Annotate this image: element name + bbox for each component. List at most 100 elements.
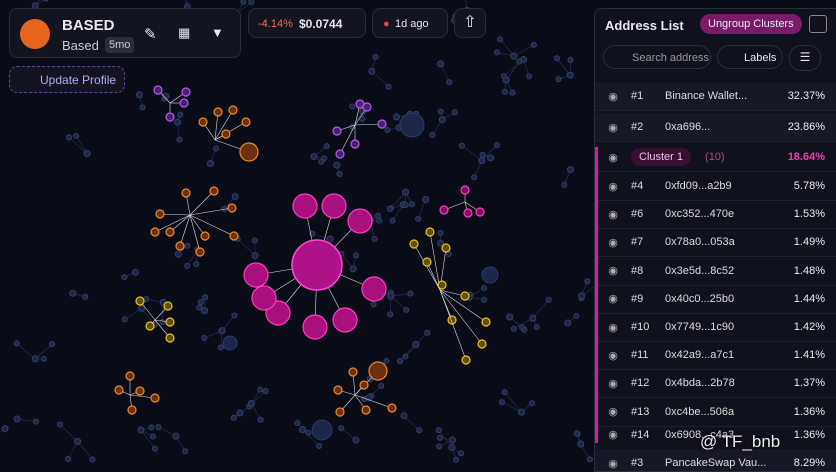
share-button[interactable]: ⇧ (454, 8, 486, 38)
settings-button[interactable]: ☰ (789, 45, 821, 71)
node (417, 428, 422, 433)
node (574, 431, 579, 436)
node (438, 230, 443, 235)
node (503, 77, 509, 83)
node (481, 297, 486, 302)
expand-button[interactable] (809, 15, 827, 33)
labels-button[interactable]: Labels (717, 45, 783, 69)
node (138, 427, 144, 433)
node (199, 118, 207, 126)
node (579, 293, 585, 299)
node (43, 0, 48, 1)
node (384, 359, 389, 364)
node (373, 54, 378, 59)
node (403, 203, 408, 208)
node (252, 253, 258, 259)
node (401, 413, 407, 419)
cluster-row[interactable]: ◉Cluster 1(10)18.64% (595, 143, 836, 172)
visibility-icon: ◉ (595, 349, 631, 362)
node (574, 313, 579, 318)
node (75, 438, 81, 444)
rank: #13 (631, 406, 665, 418)
node (122, 317, 127, 322)
edge (427, 262, 440, 290)
node (180, 99, 188, 107)
address: 0x4bda...2b78 (665, 377, 767, 389)
visibility-icon: ◉ (595, 180, 631, 193)
edge (78, 441, 93, 459)
node (363, 103, 371, 111)
node (464, 209, 472, 217)
node (136, 387, 144, 395)
node (115, 386, 123, 394)
node (166, 318, 174, 326)
node (83, 294, 88, 299)
node (437, 444, 442, 449)
node (565, 320, 571, 326)
ungroup-button[interactable]: Ungroup Clusters (700, 14, 802, 34)
node (476, 208, 484, 216)
node (306, 430, 311, 435)
node (201, 232, 209, 240)
node (449, 445, 455, 451)
calendar-button[interactable]: ▦ (178, 25, 190, 41)
node (241, 0, 246, 4)
percent: 23.86% (767, 121, 836, 133)
node (177, 137, 182, 142)
rank: #14 (631, 429, 665, 441)
time-box[interactable]: ● 1d ago (372, 8, 448, 38)
filter-button[interactable]: ▼ (211, 25, 224, 40)
node (519, 409, 525, 415)
node (530, 315, 536, 321)
node (442, 244, 450, 252)
node (585, 279, 590, 284)
node (122, 275, 127, 280)
node (423, 196, 429, 202)
node (452, 110, 457, 115)
node (556, 77, 561, 82)
node (166, 113, 174, 121)
node (324, 144, 329, 149)
token-age: 5mo (105, 37, 134, 53)
node (132, 269, 138, 275)
node (202, 335, 207, 340)
node (232, 313, 237, 318)
node (146, 322, 154, 330)
node (510, 90, 515, 95)
cluster-bar (595, 147, 598, 443)
node (334, 386, 342, 394)
edit-button[interactable]: ✎ (144, 25, 157, 43)
cluster-pill: Cluster 1 (631, 148, 691, 166)
rank: #9 (631, 293, 665, 305)
cluster-name: Cluster 1 (639, 151, 683, 163)
update-profile-button[interactable]: Update Profile (9, 66, 125, 93)
address: 0x42a9...a7c1 (665, 349, 767, 361)
node (339, 426, 344, 431)
node (502, 89, 507, 94)
node (520, 325, 525, 330)
search-input[interactable]: Search address (603, 45, 711, 69)
percent: 1.48% (767, 265, 836, 277)
percent: 5.78% (767, 180, 836, 192)
node (126, 372, 134, 380)
node (244, 263, 268, 287)
percent: 1.44% (767, 293, 836, 305)
node (426, 228, 434, 236)
visibility-icon: ◉ (595, 457, 631, 470)
percent: 8.29% (767, 457, 836, 469)
node (562, 182, 567, 187)
rank: #8 (631, 265, 665, 277)
node (164, 302, 172, 310)
